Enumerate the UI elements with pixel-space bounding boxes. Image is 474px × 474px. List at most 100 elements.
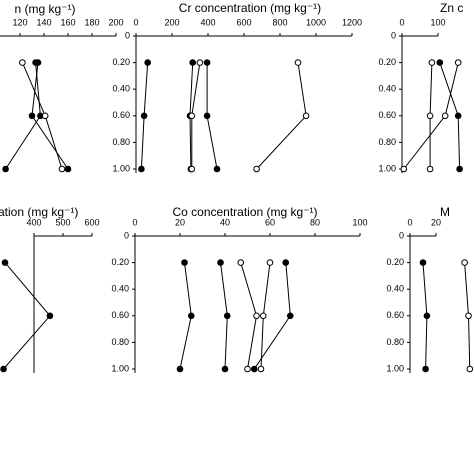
x-tick-label: 140 xyxy=(36,17,51,27)
marker xyxy=(259,312,267,320)
x-tick-label: 200 xyxy=(164,17,179,27)
x-tick-label: 800 xyxy=(272,17,287,27)
y-tick-label: 0 xyxy=(399,230,404,240)
marker xyxy=(253,165,260,173)
marker xyxy=(187,312,195,320)
y-tick-label: 0.20 xyxy=(111,257,129,267)
y-tick-label: 0.80 xyxy=(378,137,396,147)
x-tick-label: 40 xyxy=(220,217,230,227)
y-tick-label: 0 xyxy=(125,30,130,40)
x-tick-label: 100 xyxy=(352,217,367,227)
x-tick-label: 120 xyxy=(12,17,27,27)
x-tick-label: 20 xyxy=(175,217,185,227)
x-tick-label: 180 xyxy=(84,17,99,27)
marker xyxy=(428,59,436,66)
marker xyxy=(422,365,429,373)
y-tick-label: 0.60 xyxy=(378,110,396,120)
marker xyxy=(2,165,9,173)
marker xyxy=(426,165,434,173)
y-tick-label: 0.20 xyxy=(378,57,396,67)
panel-title: Zn c xyxy=(440,1,463,15)
x-tick-label: 100 xyxy=(430,17,445,27)
y-tick-label: 0.40 xyxy=(386,284,404,294)
x-tick-label: 0 xyxy=(133,17,138,27)
marker xyxy=(436,59,444,66)
y-tick-label: 0.40 xyxy=(378,84,396,94)
marker xyxy=(454,112,462,120)
y-tick-label: 0.60 xyxy=(386,310,404,320)
marker xyxy=(253,312,260,320)
marker xyxy=(188,165,196,173)
marker xyxy=(176,365,184,373)
marker xyxy=(0,365,7,373)
marker xyxy=(203,59,211,66)
y-tick-label: 0.80 xyxy=(111,337,129,347)
marker xyxy=(423,312,431,320)
marker xyxy=(441,112,449,120)
marker xyxy=(465,312,472,320)
marker xyxy=(456,165,463,173)
x-tick-label: 500 xyxy=(55,217,70,227)
marker xyxy=(217,259,224,266)
y-tick-label: 1.00 xyxy=(378,163,396,173)
marker xyxy=(223,312,231,320)
series-line xyxy=(3,262,51,370)
marker xyxy=(28,112,36,120)
x-tick-label: 60 xyxy=(265,217,275,227)
marker xyxy=(286,312,294,320)
x-tick-label: 160 xyxy=(60,17,75,27)
y-tick-label: 1.00 xyxy=(112,163,130,173)
y-tick-label: 1.00 xyxy=(111,363,129,373)
y-tick-label: 1.00 xyxy=(386,363,404,373)
x-tick-label: 0 xyxy=(399,17,404,27)
y-tick-label: 0.20 xyxy=(112,57,130,67)
y-tick-label: 0.80 xyxy=(386,337,404,347)
marker xyxy=(34,59,42,66)
marker xyxy=(250,365,258,373)
x-tick-label: 80 xyxy=(310,217,320,227)
marker xyxy=(282,259,290,266)
marker xyxy=(244,365,251,373)
y-tick-label: 0.20 xyxy=(386,257,404,267)
x-tick-label: 20 xyxy=(431,217,441,227)
y-tick-label: 0.40 xyxy=(112,84,130,94)
x-tick-label: 200 xyxy=(108,17,123,27)
x-tick-label: 600 xyxy=(84,217,99,227)
marker xyxy=(58,165,66,173)
marker xyxy=(64,165,72,173)
x-tick-label: 600 xyxy=(236,17,251,27)
marker xyxy=(181,259,188,266)
marker xyxy=(213,165,221,173)
marker xyxy=(419,259,427,266)
marker xyxy=(188,112,196,120)
marker xyxy=(466,365,474,373)
marker xyxy=(140,112,148,120)
x-tick-label: 0 xyxy=(407,217,412,227)
marker xyxy=(237,259,245,266)
marker xyxy=(426,112,434,120)
x-tick-label: 1200 xyxy=(342,17,362,27)
marker xyxy=(41,112,49,120)
marker xyxy=(19,59,26,66)
x-tick-label: 400 xyxy=(26,217,41,227)
y-tick-label: 0 xyxy=(124,230,129,240)
y-tick-label: 0 xyxy=(391,30,396,40)
y-tick-label: 0.40 xyxy=(111,284,129,294)
marker xyxy=(138,165,145,173)
y-tick-label: 0.60 xyxy=(112,110,130,120)
panel-title: M xyxy=(440,205,450,219)
marker xyxy=(196,59,204,66)
marker xyxy=(400,165,408,173)
marker xyxy=(454,59,462,66)
x-tick-label: 0 xyxy=(132,217,137,227)
series-line xyxy=(256,62,307,170)
marker xyxy=(189,59,196,66)
panel-title: ation (mg kg⁻¹) xyxy=(0,205,78,219)
marker xyxy=(203,112,211,120)
panel-title: Cr concentration (mg kg⁻¹) xyxy=(179,1,321,15)
marker xyxy=(294,59,302,66)
marker xyxy=(266,259,274,266)
marker xyxy=(461,259,468,266)
marker xyxy=(46,312,54,320)
